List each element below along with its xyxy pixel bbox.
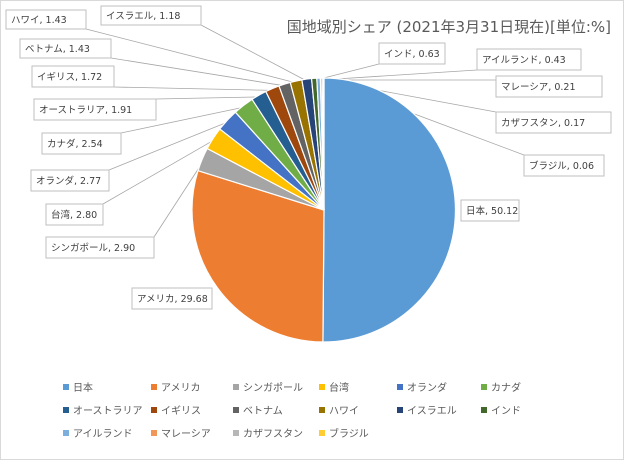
legend-swatch <box>151 430 157 436</box>
data-label-box <box>30 169 110 192</box>
leader-line <box>85 28 297 84</box>
legend-swatch <box>397 384 403 390</box>
legend-entry: ハワイ <box>329 406 359 417</box>
data-label: カザフスタン, 0.17 <box>501 118 585 129</box>
data-label: 台湾, 2.80 <box>51 209 97 221</box>
legend-entry: インド <box>491 406 521 417</box>
data-label: オーストラリア, 1.91 <box>39 105 132 116</box>
legend-entry: カナダ <box>491 381 521 394</box>
legend-swatch <box>319 407 325 413</box>
legend-entry: イギリス <box>161 405 201 417</box>
leader-line <box>110 57 286 87</box>
data-label: イスラエル, 1.18 <box>106 11 180 22</box>
data-label: シンガポール, 2.90 <box>51 243 135 254</box>
data-label-box <box>45 203 104 226</box>
data-label-box <box>495 111 612 134</box>
legend-swatch <box>233 384 239 390</box>
leader-line <box>108 121 229 171</box>
leader-line <box>113 86 274 91</box>
data-label-box <box>100 5 202 26</box>
data-label: ハワイ, 1.43 <box>11 15 67 26</box>
legend-entry: マレーシア <box>161 429 211 440</box>
data-label: イギリス, 1.72 <box>37 72 102 83</box>
data-label-box <box>378 42 446 65</box>
leader-line <box>318 69 478 81</box>
chart-title: 国地域別シェア (2021年3月31日現在)[単位:%] <box>287 18 611 36</box>
legend-entry: オーストラリア <box>73 405 143 417</box>
legend-swatch <box>151 407 157 413</box>
leader-line <box>102 139 215 205</box>
legend-entry: オランダ <box>407 381 447 394</box>
leader-line <box>200 24 308 82</box>
legend-swatch <box>397 407 403 413</box>
data-label-box <box>5 9 87 30</box>
legend-entry: アイルランド <box>73 428 133 440</box>
legend-swatch <box>319 384 325 390</box>
legend-swatch <box>63 430 69 436</box>
data-label-box <box>476 48 582 71</box>
data-label: ブラジル, 0.06 <box>529 160 594 172</box>
data-label: マレーシア, 0.21 <box>501 82 576 93</box>
pie-slice <box>322 77 457 343</box>
data-label-box <box>523 154 605 177</box>
legend-entry: シンガポール <box>243 382 303 394</box>
legend-swatch <box>63 384 69 390</box>
data-label: ベトナム, 1.43 <box>25 44 90 55</box>
leader-line <box>120 106 245 134</box>
legend-swatch <box>63 407 69 413</box>
legend-swatch <box>319 430 325 436</box>
legend-swatch <box>233 407 239 413</box>
legend-swatch <box>151 384 157 390</box>
data-label-box <box>33 98 157 121</box>
legend-entry: カザフスタン <box>243 428 303 440</box>
data-label: アメリカ, 29.68 <box>137 294 208 305</box>
legend-entry: 日本 <box>73 381 93 394</box>
legend-entry: イスラエル <box>407 405 457 417</box>
data-label: インド, 0.63 <box>384 49 440 60</box>
data-label: オランダ, 2.77 <box>36 175 101 187</box>
legend-swatch <box>233 430 239 436</box>
legend-entry: 台湾 <box>329 381 349 394</box>
legend-swatch <box>481 384 487 390</box>
data-label-box <box>45 236 155 259</box>
data-label-box <box>131 287 213 310</box>
data-label-box <box>460 199 520 222</box>
legend-entry: ブラジル <box>329 427 369 440</box>
pie-slice <box>322 77 325 211</box>
leader-line <box>155 96 260 100</box>
legend-swatch <box>481 407 487 413</box>
legend-entry: ベトナム <box>243 405 283 417</box>
data-label-box <box>41 132 122 155</box>
pie-slice <box>191 169 325 343</box>
data-label: 日本, 50.12 <box>466 205 518 217</box>
data-label-box <box>31 65 115 88</box>
data-label: カナダ, 2.54 <box>47 138 103 150</box>
data-label: アイルランド, 0.43 <box>482 55 566 66</box>
leader-line <box>153 159 205 238</box>
data-label-box <box>495 75 603 98</box>
data-label-box <box>19 38 112 59</box>
legend-entry: アメリカ <box>161 382 201 394</box>
